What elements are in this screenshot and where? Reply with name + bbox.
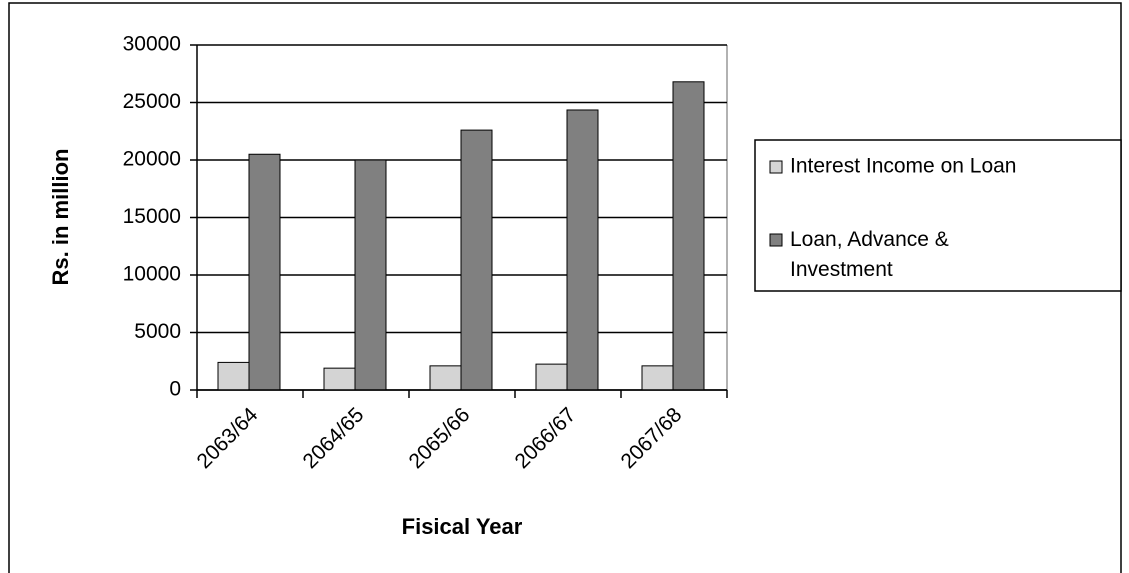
bar (460, 129, 493, 391)
bar (323, 367, 356, 391)
bar (429, 365, 462, 391)
legend-swatch (769, 160, 783, 174)
legend-label: Interest Income on Loan (790, 155, 1016, 178)
bar (535, 363, 568, 391)
y-tick-label: 10000 (123, 263, 181, 286)
y-tick-label: 15000 (123, 205, 181, 228)
legend-swatch (769, 233, 783, 247)
bar (672, 81, 705, 391)
bar (354, 159, 387, 391)
legend-label: Loan, Advance & Investment (790, 228, 949, 281)
y-tick-label: 5000 (134, 320, 181, 343)
y-tick-label: 0 (169, 378, 181, 401)
y-tick-label: 20000 (123, 148, 181, 171)
bar (641, 365, 674, 391)
bar (248, 153, 281, 391)
y-tick-label: 25000 (123, 90, 181, 113)
x-axis-title: Fisical Year (402, 514, 523, 539)
y-axis-title: Rs. in million (48, 149, 73, 286)
legend-box (754, 139, 1122, 292)
bar (217, 361, 250, 391)
y-tick-label: 30000 (123, 33, 181, 56)
bar (566, 109, 599, 391)
